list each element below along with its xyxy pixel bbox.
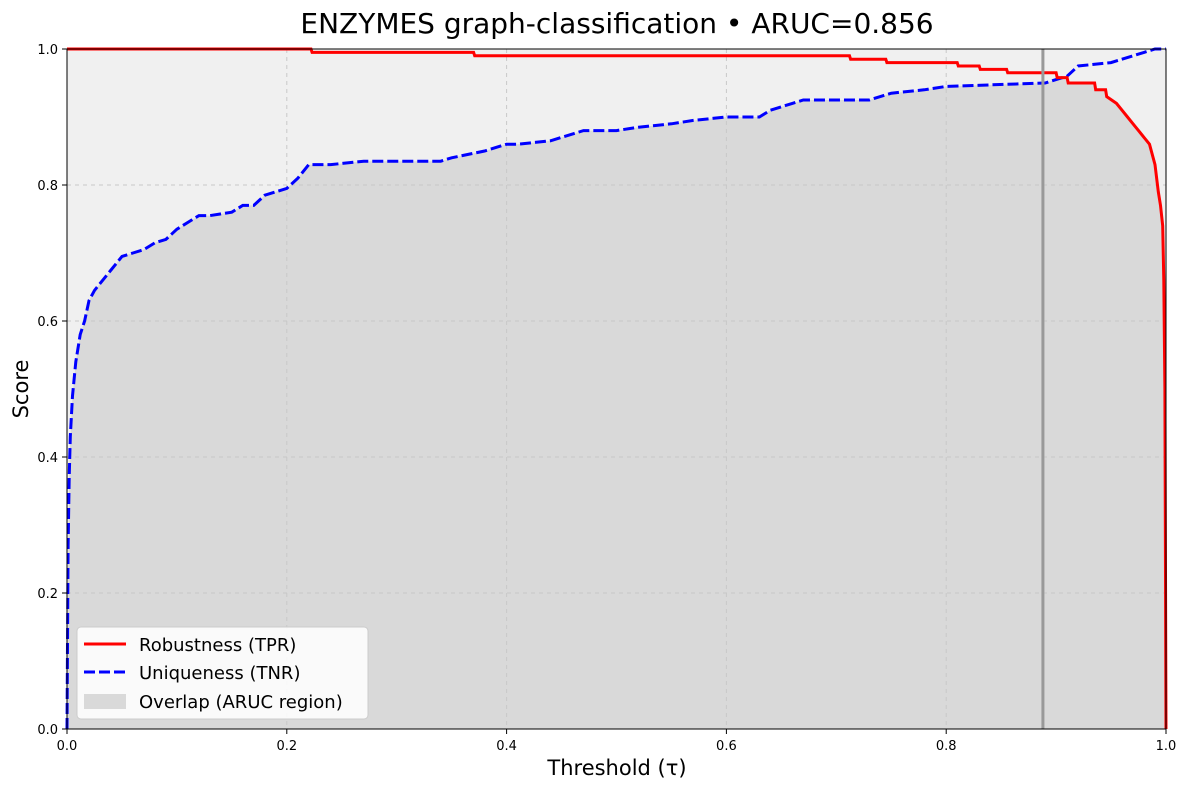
legend-label-tnr: Uniqueness (TNR) xyxy=(139,663,300,684)
legend-box xyxy=(76,626,369,720)
tnr-line xyxy=(65,47,1166,730)
x-tick-label: 1.0 xyxy=(1156,739,1177,754)
legend-swatch-overlap xyxy=(84,694,126,709)
y-axis-ticks: 0.0 0.2 0.4 0.6 0.8 1.0 xyxy=(37,43,67,738)
y-tick-label: 0.2 xyxy=(37,587,58,602)
legend-label-overlap: Overlap (ARUC region) xyxy=(139,692,343,713)
chart-title: ENZYMES graph-classification • ARUC=0.85… xyxy=(300,7,933,40)
x-tick-label: 0.2 xyxy=(276,739,297,754)
y-tick-label: 0.4 xyxy=(37,451,58,466)
plot-frame xyxy=(66,48,1167,730)
y-tick-label: 0.6 xyxy=(37,315,58,330)
x-axis-label: Threshold (τ) xyxy=(546,756,686,780)
legend: Robustness (TPR) Uniqueness (TNR) Overla… xyxy=(76,626,369,720)
x-axis-ticks: 0.0 0.2 0.4 0.6 0.8 1.0 xyxy=(57,729,1177,754)
x-tick-label: 0.6 xyxy=(716,739,737,754)
x-tick-label: 0.8 xyxy=(936,739,957,754)
y-tick-label: 0.0 xyxy=(37,723,58,738)
y-tick-label: 1.0 xyxy=(37,43,58,58)
y-axis-label: Score xyxy=(9,360,33,419)
overlap-area xyxy=(67,77,1166,730)
tpr-line xyxy=(67,47,1168,730)
x-tick-label: 0.0 xyxy=(57,739,78,754)
grid xyxy=(67,49,1166,729)
legend-label-tpr: Robustness (TPR) xyxy=(139,635,296,656)
x-tick-label: 0.4 xyxy=(496,739,517,754)
y-tick-label: 0.8 xyxy=(37,179,58,194)
